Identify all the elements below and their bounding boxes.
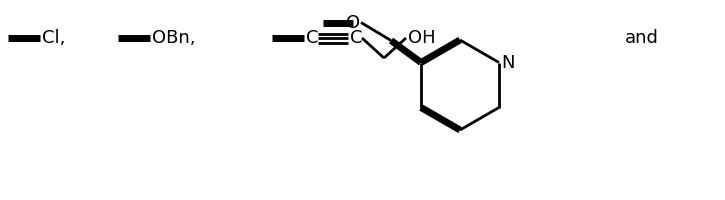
Text: C: C [306, 29, 318, 47]
Text: OH: OH [408, 29, 436, 47]
Text: O: O [346, 14, 360, 31]
Text: N: N [501, 53, 515, 72]
Text: C: C [350, 29, 362, 47]
Text: and: and [625, 29, 659, 47]
Text: Cl,: Cl, [42, 29, 65, 47]
Text: OBn,: OBn, [152, 29, 196, 47]
